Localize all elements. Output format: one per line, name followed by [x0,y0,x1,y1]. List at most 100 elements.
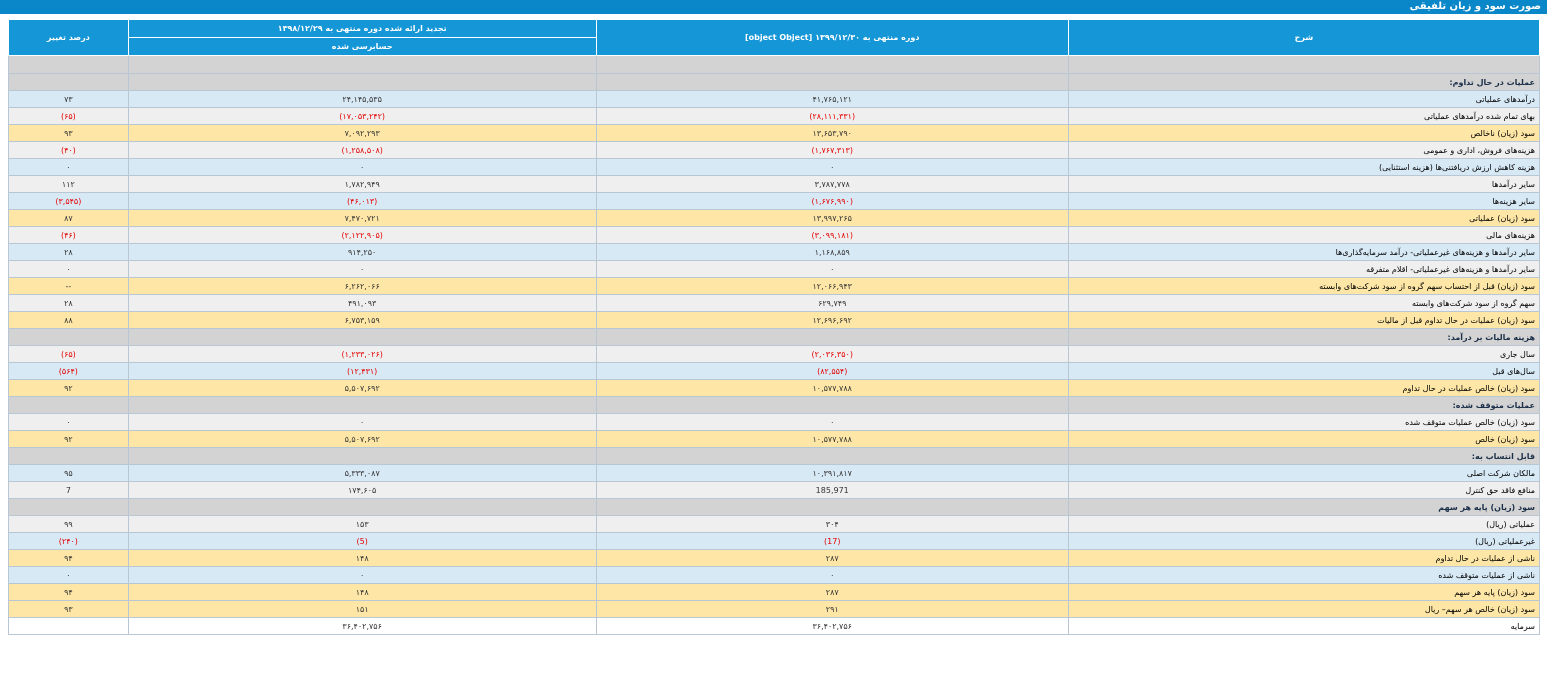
change-percent-value: (۲۴۰) [8,532,129,550]
section-empty-cell [8,396,129,414]
income-statement-table: شرح دوره منتهی به ۱۳۹۹/۱۲/۳۰ [object Obj… [8,19,1541,635]
row-description: سایر درآمدها [1067,175,1541,193]
report-title: صورت سود و زیان تلفیقی [0,0,1547,14]
change-percent-value: ۹۴ [8,583,129,601]
row-description: سود (زیان) عملیات در حال تداوم قبل از ما… [1067,311,1541,329]
header-previous-period: تجدید ارائه شده دوره منتهی به ۱۳۹۸/۱۲/۲۹ [127,19,597,38]
table-row: سود (زیان) خالص عملیات متوقف شده ۰ ۰ ۰ [8,413,1541,431]
change-percent-value: (۶۵) [8,107,129,125]
current-period-value: (۱,۷۶۷,۳۱۳) [595,141,1069,159]
previous-period-value: ۲۴,۱۴۵,۵۳۵ [127,90,597,108]
previous-period-value: ۵,۳۳۳,۰۸۷ [127,464,597,482]
spacer-cell [127,55,597,74]
header-description: شرح [1067,19,1541,56]
previous-period-value: (۴۶,۰۱۳) [127,192,597,210]
current-period-value: ۰ [595,260,1069,278]
section-empty-cell [127,447,597,465]
previous-period-value: ۰ [127,566,597,584]
section-header-row: سود (زیان) پایه هر سهم [8,498,1541,516]
previous-period-value: ۶,۲۶۲,۰۶۶ [127,277,597,295]
current-period-value: ۰ [595,566,1069,584]
change-percent-value: -- [8,277,129,295]
table-row: سود (زیان) پایه هر سهم ۲۸۷ ۱۴۸ ۹۴ [8,583,1541,601]
previous-period-value: (۲,۱۲۲,۹۰۵) [127,226,597,244]
row-description: سود (زیان) خالص [1067,430,1541,448]
change-percent-value: ۷۳ [8,90,129,108]
table-row: هزینه‌های مالی (۳,۰۹۹,۱۸۱) (۲,۱۲۲,۹۰۵) (۴۶) [8,226,1541,244]
row-description: ناشی از عملیات متوقف شده [1067,566,1541,584]
row-description: هزینه‌های مالی [1067,226,1541,244]
row-description: سایر درآمدها و هزینه‌های غیرعملیاتی- اقل… [1067,260,1541,278]
previous-period-value: ۰ [127,413,597,431]
table-row: سود (زیان) خالص هر سهم– ریال ۲۹۱ ۱۵۱ ۹۳ [8,600,1541,618]
change-percent-value: ۸۷ [8,209,129,227]
table-row: مالکان شرکت اصلی ۱۰,۳۹۱,۸۱۷ ۵,۳۳۳,۰۸۷ ۹۵ [8,464,1541,482]
change-percent-value: (۵۶۴) [8,362,129,380]
spacer-cell [8,55,129,74]
section-empty-cell [127,498,597,516]
current-period-value: ۳۰۴ [595,515,1069,533]
section-empty-cell [595,396,1069,414]
table-row: سال‌های قبل (۸۲,۵۵۴) (۱۲,۴۳۱) (۵۶۴) [8,362,1541,380]
section-header-row: عملیات در حال تداوم: [8,73,1541,91]
current-period-value: (17) [595,532,1069,550]
table-row: سود (زیان) عملیات در حال تداوم قبل از ما… [8,311,1541,329]
row-description: سایر هزینه‌ها [1067,192,1541,210]
table-row: سایر درآمدها ۳,۷۸۷,۷۷۸ ۱,۷۸۲,۹۴۹ ۱۱۲ [8,175,1541,193]
section-empty-cell [127,328,597,346]
change-percent-value: ۸۸ [8,311,129,329]
current-period-value: ۲۸۷ [595,549,1069,567]
table-row: سایر درآمدها و هزینه‌های غیرعملیاتی- اقل… [8,260,1541,278]
current-period-value: ۱۰,۵۷۷,۷۸۸ [595,379,1069,397]
section-title: سود (زیان) پایه هر سهم [1067,498,1541,516]
current-period-value: 185,971 [595,481,1069,499]
previous-period-value: (5) [127,532,597,550]
section-empty-cell [595,498,1069,516]
row-description: سهم گروه از سود شرکت‌های وابسته [1067,294,1541,312]
current-period-value: (۲,۰۳۶,۳۵۰) [595,345,1069,363]
table-row: درآمدهای عملیاتی ۴۱,۷۶۵,۱۲۱ ۲۴,۱۴۵,۵۳۵ ۷۳ [8,90,1541,108]
current-period-value: ۰ [595,413,1069,431]
section-empty-cell [595,73,1069,91]
table-row: سود (زیان) ناخالص ۱۳,۶۵۳,۷۹۰ ۷,۰۹۲,۲۹۳ ۹۳ [8,124,1541,142]
change-percent-value: ۹۹ [8,515,129,533]
change-percent-value: (۴۶) [8,226,129,244]
current-period-value: ۱۳,۶۵۳,۷۹۰ [595,124,1069,142]
previous-period-value: ۴۹۱,۰۹۳ [127,294,597,312]
current-period-value: ۲۹۱ [595,600,1069,618]
row-description: هزینه‌های فروش، اداری و عمومی [1067,141,1541,159]
previous-period-value: (۱,۲۳۳,۰۲۶) [127,345,597,363]
table-row: سال جاری (۲,۰۳۶,۳۵۰) (۱,۲۳۳,۰۲۶) (۶۵) [8,345,1541,363]
previous-period-value: ۵,۵۰۷,۶۹۲ [127,379,597,397]
table-row: سود (زیان) قبل از احتساب سهم گروه از سود… [8,277,1541,295]
table-row: غیرعملیاتی (ریال) (17) (5) (۲۴۰) [8,532,1541,550]
change-percent-value: ۰ [8,566,129,584]
row-description: درآمدهای عملیاتی [1067,90,1541,108]
current-period-value: ۴۱,۷۶۵,۱۲۱ [595,90,1069,108]
section-empty-cell [8,73,129,91]
previous-period-value: ۰ [127,260,597,278]
previous-period-value: ۱۷۴,۶۰۵ [127,481,597,499]
table-row: سود (زیان) خالص ۱۰,۵۷۷,۷۸۸ ۵,۵۰۷,۶۹۲ ۹۲ [8,430,1541,448]
section-title: عملیات در حال تداوم: [1067,73,1541,91]
table-row: سود (زیان) عملیاتی ۱۳,۹۹۷,۲۶۵ ۷,۴۷۰,۷۲۱ ۸۷ [8,209,1541,227]
previous-period-value: ۳۶,۴۰۲,۷۵۶ [127,617,597,635]
row-description: سال‌های قبل [1067,362,1541,380]
change-percent-value: ۹۳ [8,124,129,142]
previous-period-value: ۱۴۸ [127,549,597,567]
row-description: سود (زیان) خالص عملیات در حال تداوم [1067,379,1541,397]
table-row: بهای تمام شده درآمدهای عملیاتی (۲۸,۱۱۱,۳۳… [8,107,1541,125]
row-description: سود (زیان) قبل از احتساب سهم گروه از سود… [1067,277,1541,295]
statement-body: عملیات در حال تداوم: درآمدهای عملیاتی ۴۱,۷… [8,55,1541,635]
change-percent-value: ۰ [8,260,129,278]
previous-period-value: (۱۷,۰۵۳,۲۴۲) [127,107,597,125]
row-description: غیرعملیاتی (ریال) [1067,532,1541,550]
current-period-value: ۶۲۹,۷۴۹ [595,294,1069,312]
table-row: سایر هزینه‌ها (۱,۶۷۶,۹۹۰) (۴۶,۰۱۳) (۳,۵۴۵) [8,192,1541,210]
spacer-row [8,55,1541,74]
header-current-period: دوره منتهی به ۱۳۹۹/۱۲/۳۰ [object Object] [595,19,1069,56]
spacer-cell [1067,55,1541,74]
table-row: سرمایه ۳۶,۴۰۲,۷۵۶ ۳۶,۴۰۲,۷۵۶ [8,617,1541,635]
row-description: سال جاری [1067,345,1541,363]
table-row: هزینه‌های فروش، اداری و عمومی (۱,۷۶۷,۳۱۳)… [8,141,1541,159]
